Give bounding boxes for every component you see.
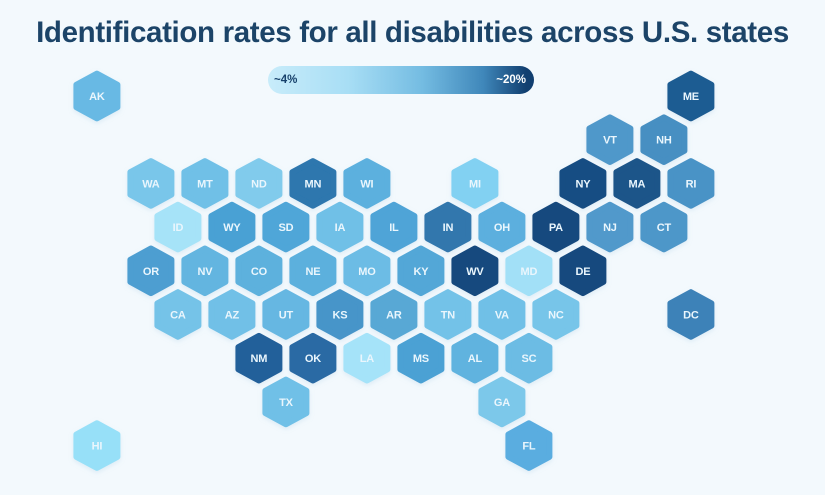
svg-text:WI: WI	[360, 178, 373, 190]
svg-text:IL: IL	[389, 222, 399, 234]
svg-text:MD: MD	[521, 266, 538, 278]
svg-text:MA: MA	[629, 178, 646, 190]
svg-text:DE: DE	[575, 266, 590, 278]
svg-text:OK: OK	[305, 353, 321, 365]
svg-text:NY: NY	[575, 178, 591, 190]
svg-text:IA: IA	[335, 222, 346, 234]
svg-text:DC: DC	[683, 310, 699, 322]
svg-text:NC: NC	[548, 310, 564, 322]
svg-text:ND: ND	[251, 178, 267, 190]
svg-text:SC: SC	[521, 353, 536, 365]
svg-text:TN: TN	[441, 310, 456, 322]
svg-text:CO: CO	[251, 266, 268, 278]
svg-text:KS: KS	[332, 310, 347, 322]
svg-text:HI: HI	[92, 441, 103, 453]
svg-text:MO: MO	[358, 266, 376, 278]
svg-text:FL: FL	[522, 441, 536, 453]
svg-text:NE: NE	[305, 266, 320, 278]
svg-text:AR: AR	[386, 310, 402, 322]
svg-text:RI: RI	[686, 178, 697, 190]
svg-text:PA: PA	[549, 222, 563, 234]
svg-text:VT: VT	[603, 135, 617, 147]
svg-text:AZ: AZ	[225, 310, 240, 322]
svg-text:MS: MS	[413, 353, 429, 365]
svg-text:VA: VA	[495, 310, 509, 322]
svg-text:CA: CA	[170, 310, 186, 322]
svg-text:NM: NM	[251, 353, 268, 365]
svg-text:TX: TX	[279, 397, 294, 409]
svg-text:LA: LA	[360, 353, 375, 365]
svg-text:OR: OR	[143, 266, 159, 278]
svg-text:ID: ID	[173, 222, 184, 234]
svg-text:WA: WA	[142, 178, 160, 190]
svg-text:WV: WV	[466, 266, 484, 278]
svg-text:CT: CT	[657, 222, 672, 234]
svg-text:MT: MT	[197, 178, 213, 190]
svg-text:WY: WY	[223, 222, 241, 234]
svg-text:MI: MI	[469, 178, 481, 190]
svg-text:NJ: NJ	[603, 222, 617, 234]
svg-text:MN: MN	[305, 178, 322, 190]
svg-text:NV: NV	[197, 266, 213, 278]
svg-text:ME: ME	[683, 91, 699, 103]
svg-text:NH: NH	[656, 135, 672, 147]
svg-text:SD: SD	[278, 222, 293, 234]
svg-text:IN: IN	[443, 222, 454, 234]
svg-text:OH: OH	[494, 222, 510, 234]
svg-text:GA: GA	[494, 397, 510, 409]
svg-text:AK: AK	[89, 91, 105, 103]
svg-text:KY: KY	[413, 266, 429, 278]
svg-text:UT: UT	[279, 310, 294, 322]
svg-text:AL: AL	[468, 353, 483, 365]
